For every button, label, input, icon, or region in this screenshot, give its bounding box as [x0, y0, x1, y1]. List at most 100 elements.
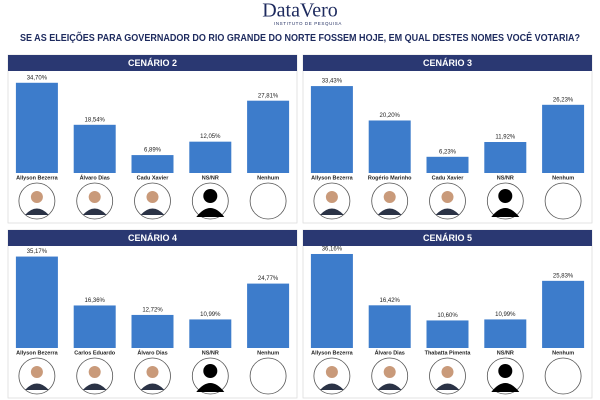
value-label: 11,92%: [495, 135, 516, 141]
value-label: 12,72%: [142, 308, 163, 314]
bar: [131, 314, 174, 348]
photo-body: [435, 383, 460, 390]
category-label: Thabatta Pimenta: [425, 350, 472, 356]
panel-title: CENÁRIO 4: [128, 233, 177, 243]
photo-body: [377, 383, 402, 390]
category-label: NS/NR: [202, 350, 219, 356]
photo-frame: [249, 182, 287, 220]
photo-head: [325, 191, 338, 203]
value-label: 18,54%: [85, 117, 106, 123]
category-label: Allyson Bezerra: [311, 350, 354, 356]
bar: [247, 283, 290, 348]
question: SE AS ELEIÇÕES PARA GOVERNADOR DO RIO GR…: [20, 31, 580, 44]
panel-title: CENÁRIO 3: [423, 58, 472, 68]
tagline: INSTITUTO DE PESQUISA: [274, 21, 342, 26]
photo-head: [146, 366, 159, 378]
value-label: 35,17%: [27, 249, 48, 255]
silhouette-head: [498, 364, 513, 378]
photo-body: [24, 383, 49, 390]
category-label: Allyson Bezerra: [311, 175, 354, 181]
bar: [131, 155, 174, 173]
value-label: 16,42%: [380, 298, 401, 304]
bar: [15, 256, 58, 348]
silhouette-body: [491, 208, 520, 217]
panel-header: [8, 230, 297, 246]
photo-head: [325, 366, 338, 378]
photo-head: [146, 191, 159, 203]
panel-header: [303, 55, 592, 71]
value-label: 36,16%: [322, 247, 343, 253]
category-label: NS/NR: [202, 175, 219, 181]
bar: [15, 82, 58, 173]
category-label: Allyson Bezerra: [16, 175, 59, 181]
photo-body: [435, 208, 460, 215]
category-label: NS/NR: [497, 350, 514, 356]
panel-header: [303, 230, 592, 246]
photo-body: [24, 208, 49, 215]
category-label: Cadu Xavier: [137, 175, 170, 181]
bar: [542, 104, 585, 173]
silhouette-body: [196, 208, 225, 217]
silhouette-head: [203, 364, 218, 378]
photo-head: [30, 366, 43, 378]
bar: [368, 120, 411, 173]
photo-body: [140, 383, 165, 390]
photo-head: [441, 191, 454, 203]
panel-title: CENÁRIO 5: [423, 233, 472, 243]
panel-title: CENÁRIO 2: [128, 58, 177, 68]
value-label: 10,60%: [437, 313, 458, 319]
category-label: Álvaro Dias: [80, 174, 110, 181]
silhouette-head: [498, 189, 513, 203]
value-label: 16,36%: [85, 298, 106, 304]
value-label: 24,77%: [258, 276, 279, 282]
value-label: 12,05%: [200, 134, 221, 140]
photo-head: [383, 191, 396, 203]
photo-frame: [544, 357, 582, 395]
photo-head: [441, 366, 454, 378]
silhouette-head: [203, 189, 218, 203]
value-label: 20,20%: [380, 113, 401, 119]
photo-frame: [544, 182, 582, 220]
bar: [426, 156, 469, 173]
bar: [189, 141, 232, 173]
photo-head: [383, 366, 396, 378]
silhouette-body: [491, 383, 520, 392]
photo-head: [88, 366, 101, 378]
photo-frame: [249, 357, 287, 395]
value-label: 27,81%: [258, 93, 279, 99]
bar: [310, 86, 353, 173]
value-label: 26,23%: [553, 97, 574, 103]
category-label: NS/NR: [497, 175, 514, 181]
category-label: Allyson Bezerra: [16, 350, 59, 356]
photo-head: [88, 191, 101, 203]
category-label: Nenhum: [257, 175, 279, 181]
photo-head: [30, 191, 43, 203]
bar: [426, 320, 469, 348]
photo-body: [82, 208, 107, 215]
bar: [189, 319, 232, 348]
bar: [542, 280, 585, 348]
bar: [73, 305, 116, 348]
category-label: Nenhum: [552, 350, 574, 356]
photo-body: [319, 208, 344, 215]
category-label: Nenhum: [257, 350, 279, 356]
value-label: 10,99%: [495, 312, 516, 318]
brand: DataVero: [262, 0, 338, 22]
value-label: 25,83%: [553, 273, 574, 279]
photo-body: [140, 208, 165, 215]
category-label: Cadu Xavier: [432, 175, 465, 181]
value-label: 33,43%: [322, 79, 343, 85]
value-label: 10,99%: [200, 312, 221, 318]
category-label: Álvaro Dias: [137, 349, 167, 356]
bar: [368, 305, 411, 348]
photo-body: [377, 208, 402, 215]
bar: [484, 319, 527, 348]
panel-header: [8, 55, 297, 71]
category-label: Nenhum: [552, 175, 574, 181]
value-label: 6,23%: [439, 149, 457, 155]
value-label: 34,70%: [27, 75, 48, 81]
bar: [73, 124, 116, 173]
bar: [310, 253, 353, 348]
bar: [484, 142, 527, 173]
